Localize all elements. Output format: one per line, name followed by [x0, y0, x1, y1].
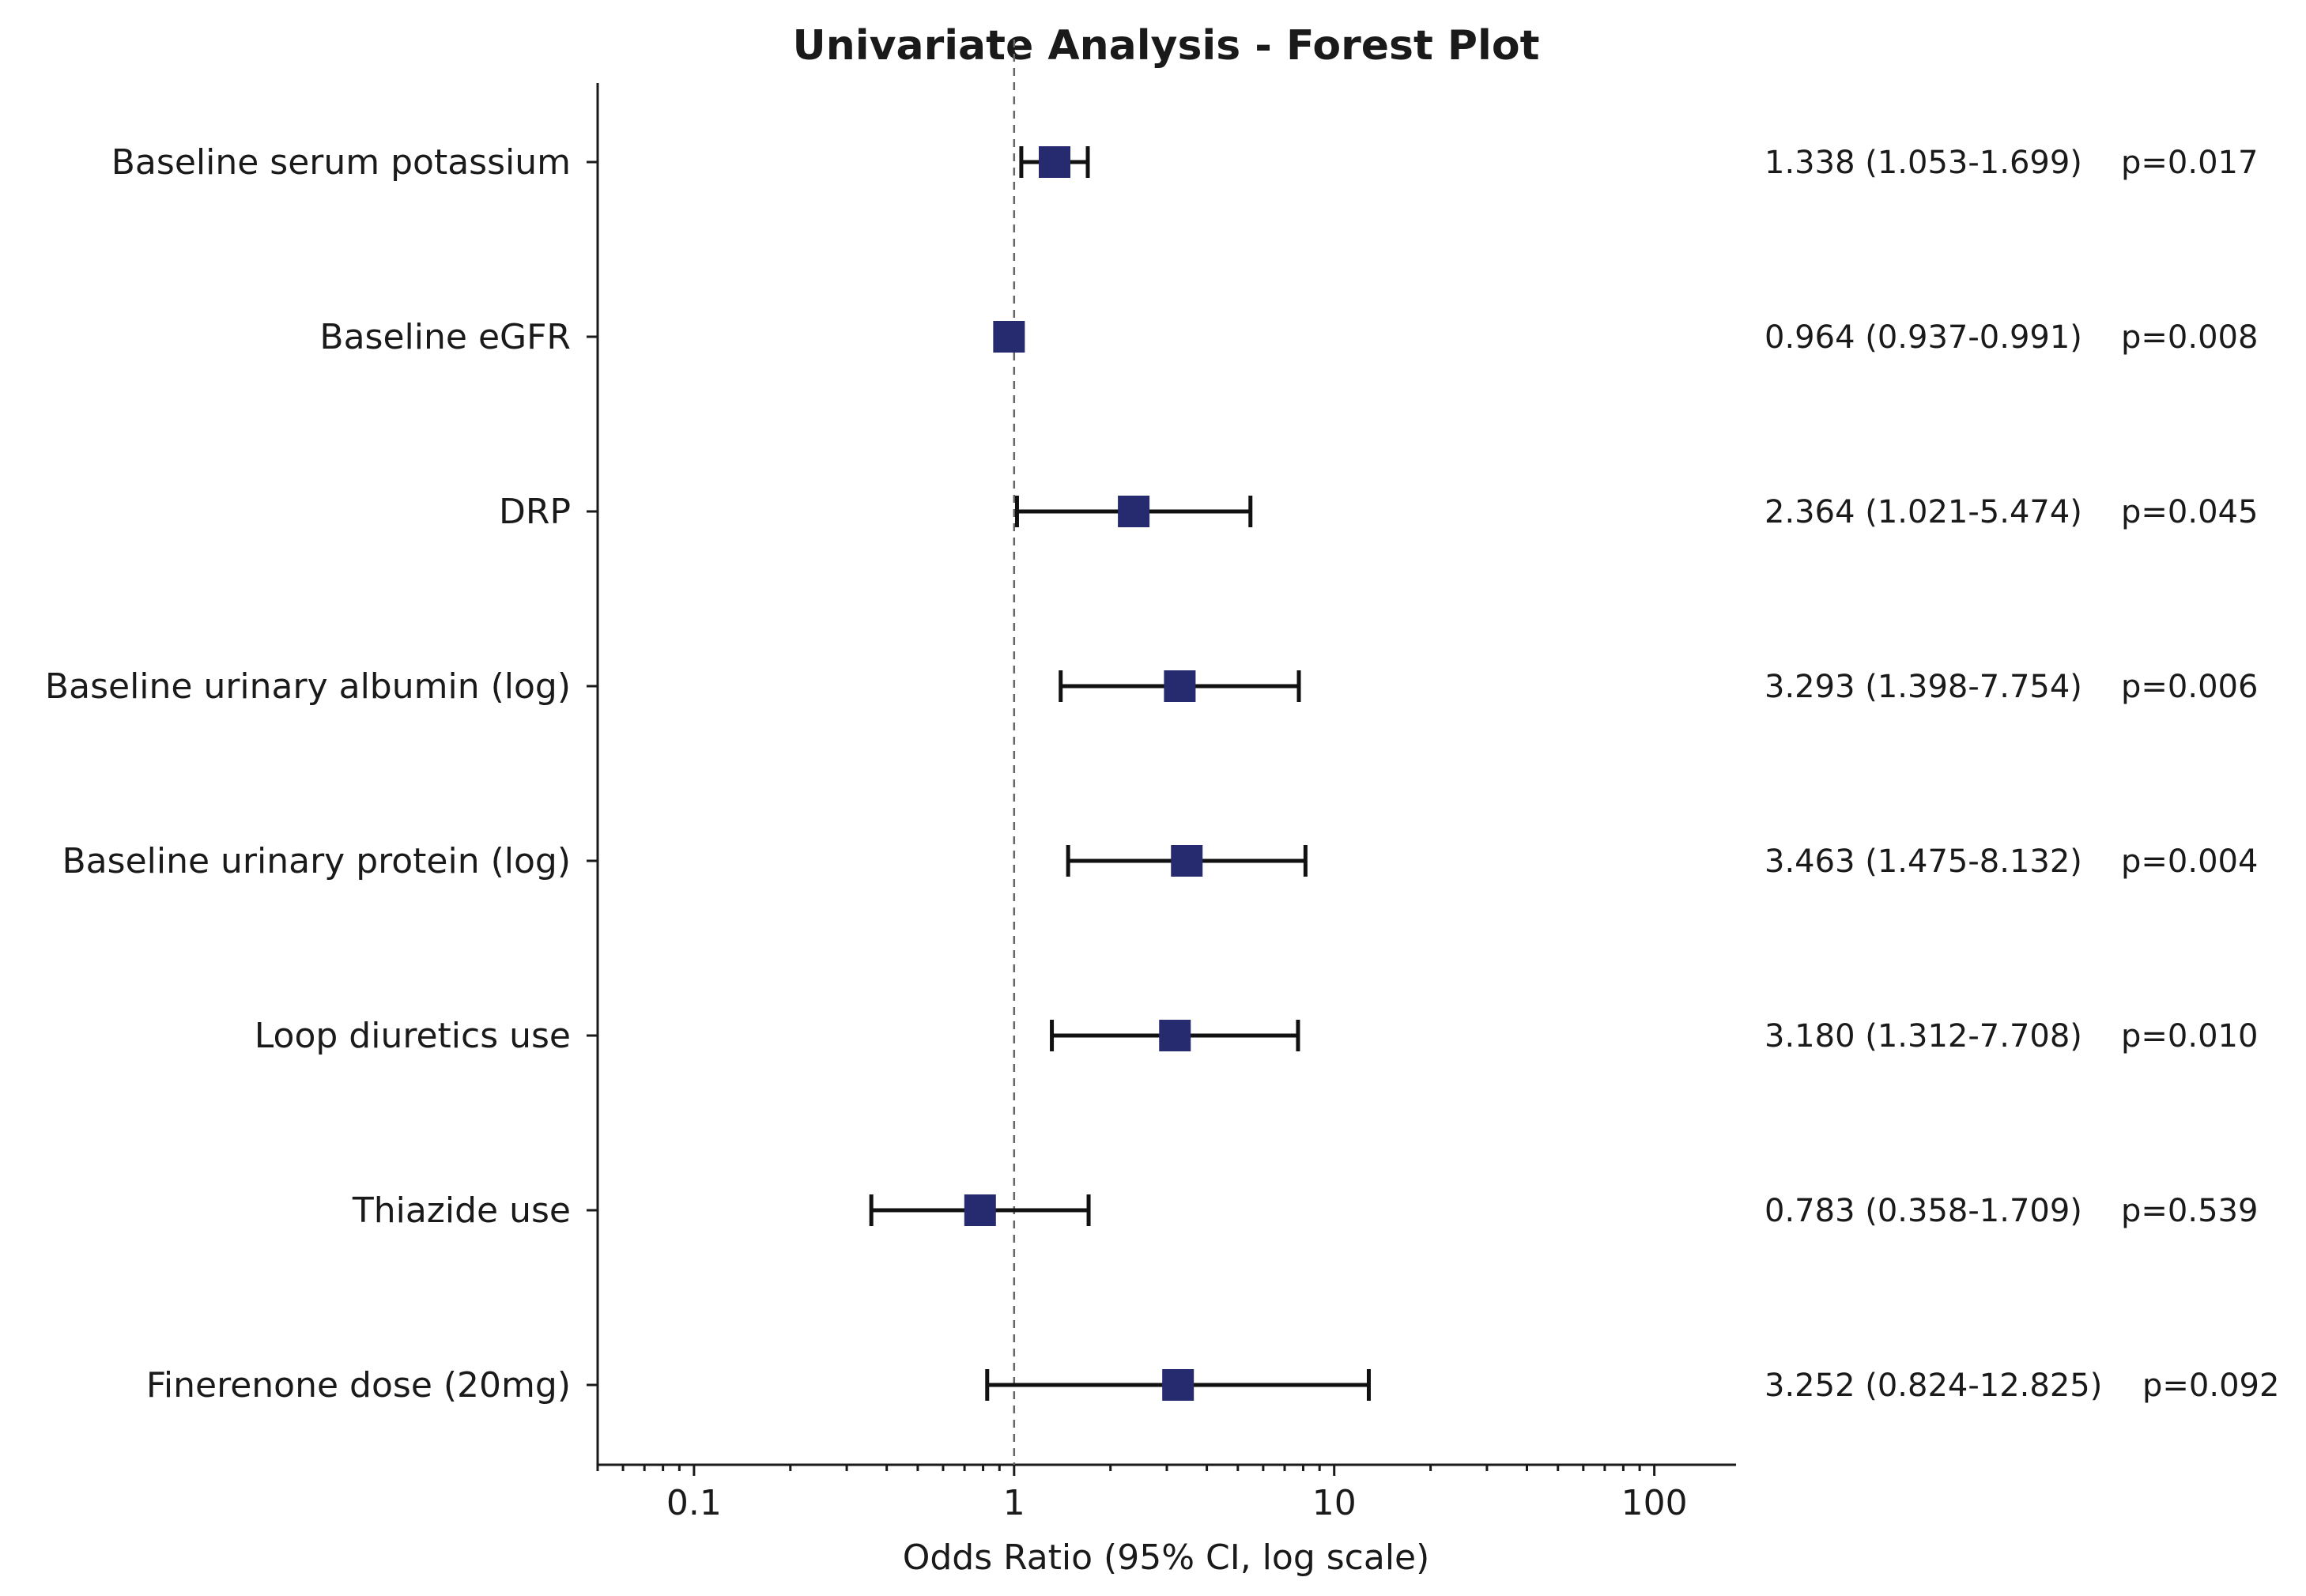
forest-row: Thiazide use 0.783 (0.358-1.709) p=0.539 [352, 1190, 2259, 1231]
x-tick-label: 100 [1621, 1483, 1688, 1523]
p-value-text: p=0.045 [2121, 494, 2258, 530]
p-value-text: p=0.539 [2121, 1193, 2258, 1229]
odds-ratio-marker [1118, 496, 1150, 527]
or-ci-text: 3.463 (1.475-8.132) [1764, 843, 2082, 880]
row-label: Baseline urinary protein (log) [62, 841, 572, 881]
x-tick-label: 0.1 [666, 1483, 722, 1523]
p-value-text: p=0.006 [2121, 669, 2258, 705]
or-ci-text: 2.364 (1.021-5.474) [1764, 494, 2082, 530]
or-ci-text: 3.252 (0.824-12.825) [1764, 1368, 2102, 1404]
x-axis-label: Odds Ratio (95% CI, log scale) [903, 1538, 1430, 1578]
odds-ratio-marker [964, 1194, 996, 1226]
odds-ratio-marker [1159, 1020, 1191, 1051]
odds-ratio-marker [1164, 670, 1196, 702]
or-ci-text: 3.180 (1.312-7.708) [1764, 1018, 2082, 1055]
row-label: Finerenone dose (20mg) [146, 1365, 571, 1405]
odds-ratio-marker [993, 321, 1025, 353]
row-label: Thiazide use [352, 1190, 571, 1231]
forest-row: Loop diuretics use 3.180 (1.312-7.708) p=0… [255, 1016, 2259, 1056]
p-value-text: p=0.017 [2121, 145, 2258, 181]
or-ci-text: 3.293 (1.398-7.754) [1764, 669, 2082, 705]
forest-rows: Baseline serum potassium 1.338 (1.053-1.6… [45, 142, 2280, 1405]
row-label: DRP [499, 492, 571, 532]
forest-row: Finerenone dose (20mg) 3.252 (0.824-12.82… [146, 1365, 2280, 1405]
forest-row: Baseline urinary albumin (log) 3.293 (1.3… [45, 666, 2259, 707]
forest-row: DRP 2.364 (1.021-5.474) p=0.045 [499, 492, 2258, 532]
row-label: Baseline eGFR [319, 317, 571, 357]
row-label: Baseline serum potassium [111, 142, 571, 183]
or-ci-text: 0.783 (0.358-1.709) [1764, 1193, 2082, 1229]
odds-ratio-marker [1039, 146, 1071, 178]
p-value-text: p=0.004 [2121, 843, 2258, 880]
forest-row: Baseline urinary protein (log) 3.463 (1.4… [62, 841, 2259, 881]
or-ci-text: 1.338 (1.053-1.699) [1764, 145, 2082, 181]
p-value-text: p=0.092 [2142, 1368, 2279, 1404]
chart-title: Univariate Analysis - Forest Plot [793, 22, 1540, 70]
odds-ratio-marker [1162, 1369, 1195, 1401]
row-label: Baseline urinary albumin (log) [45, 666, 571, 707]
x-axis-ticks: 0.1 1 10 100 [596, 1465, 1688, 1523]
odds-ratio-marker [1171, 845, 1203, 877]
forest-row: Baseline serum potassium 1.338 (1.053-1.6… [111, 142, 2259, 183]
forest-row: Baseline eGFR 0.964 (0.937-0.991) p=0.008 [319, 317, 2258, 357]
p-value-text: p=0.008 [2121, 319, 2258, 356]
x-tick-label: 10 [1312, 1483, 1357, 1523]
or-ci-text: 0.964 (0.937-0.991) [1764, 319, 2082, 356]
x-tick-label: 1 [1003, 1483, 1025, 1523]
row-label: Loop diuretics use [255, 1016, 571, 1056]
p-value-text: p=0.010 [2121, 1018, 2258, 1055]
